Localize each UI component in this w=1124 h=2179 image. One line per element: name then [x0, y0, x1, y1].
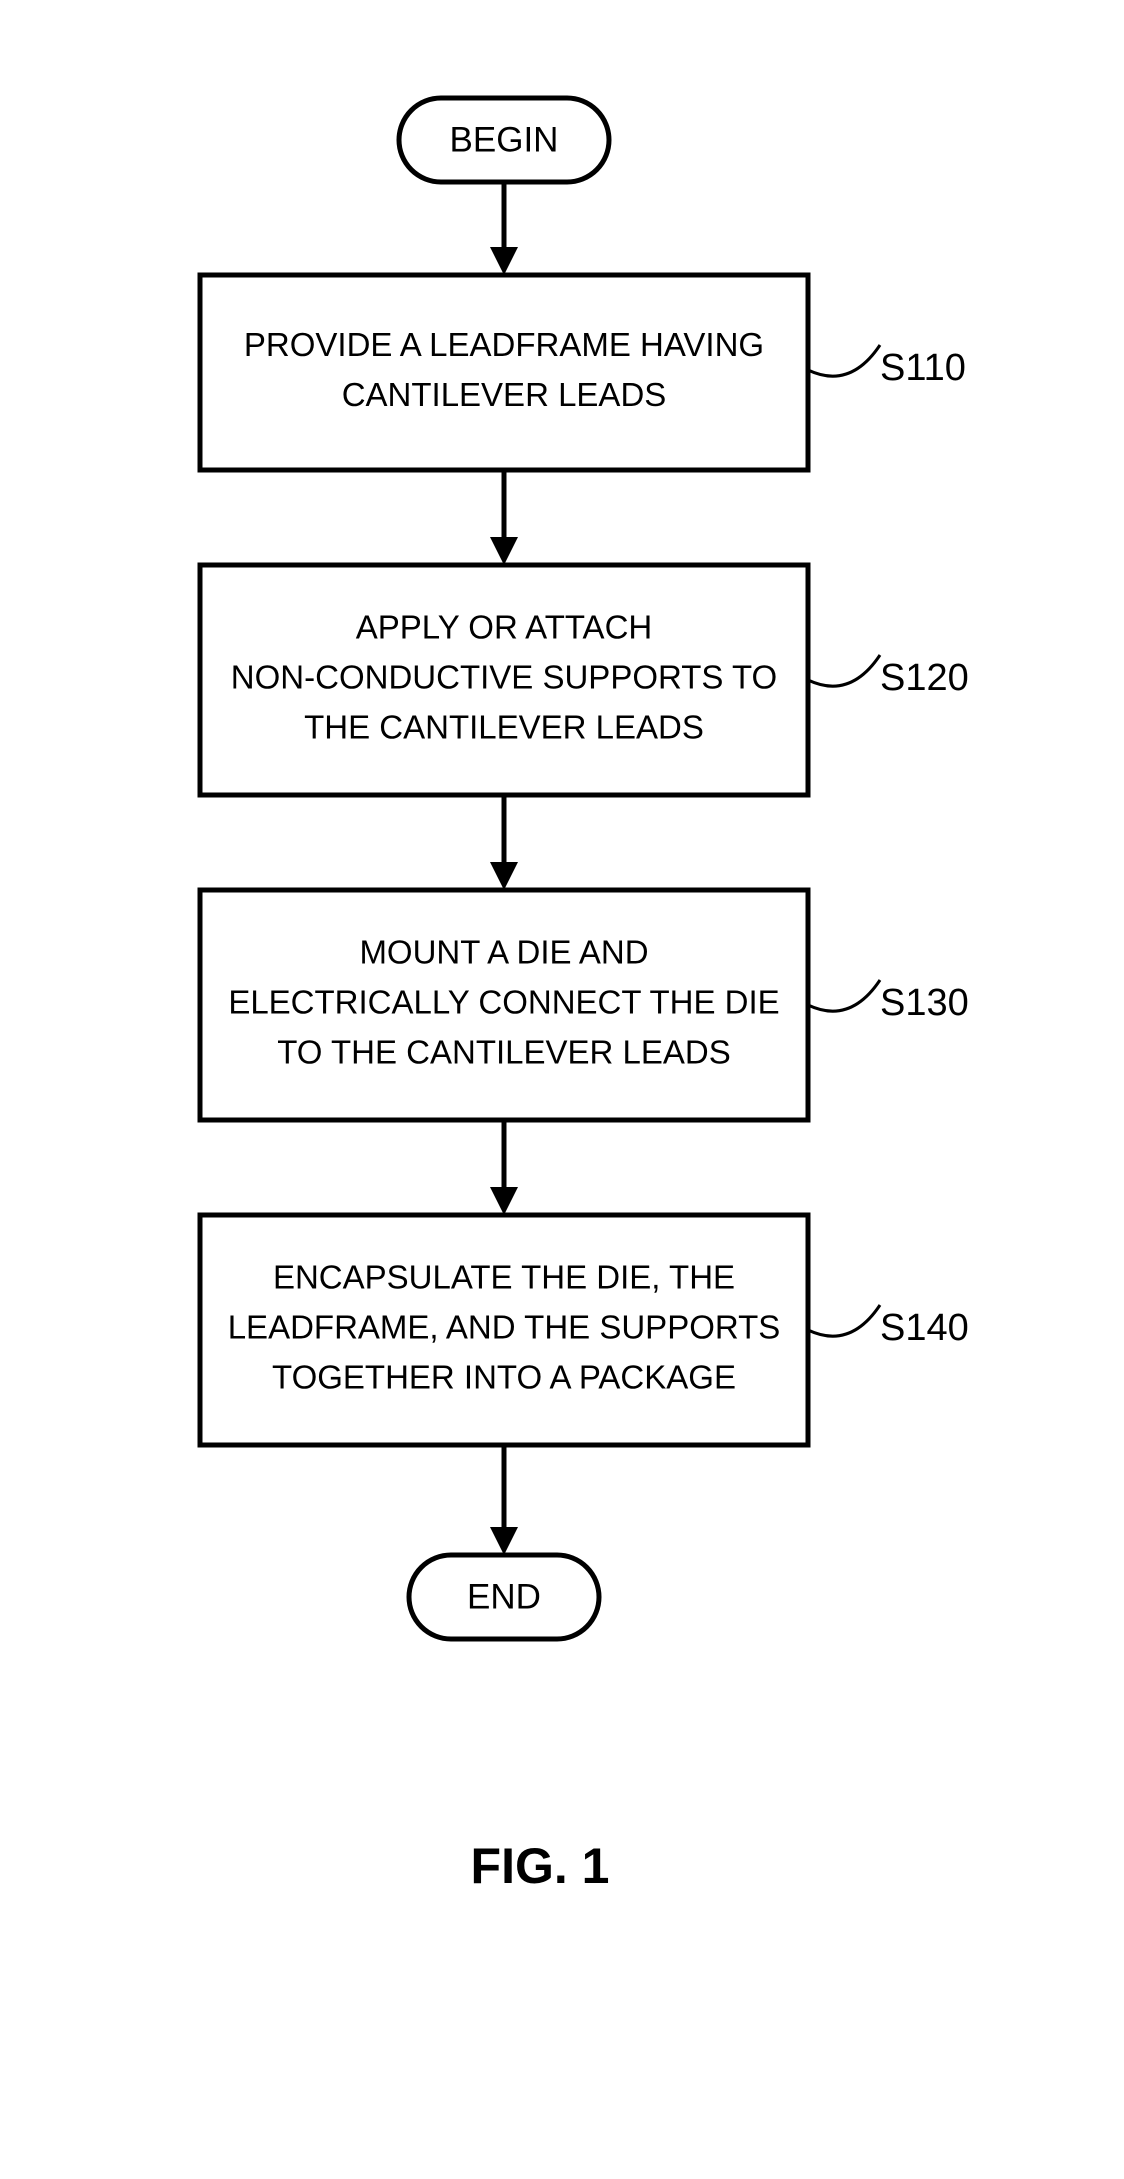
step-text-line: APPLY OR ATTACH: [356, 609, 652, 646]
step-text-line: LEADFRAME, AND THE SUPPORTS: [228, 1309, 781, 1346]
step-reference-label: S120: [880, 657, 969, 699]
step-reference-label: S140: [880, 1307, 969, 1349]
end-terminator-label: END: [467, 1577, 541, 1616]
step-text-line: TO THE CANTILEVER LEADS: [277, 1034, 731, 1071]
step-text-line: ENCAPSULATE THE DIE, THE: [273, 1259, 735, 1296]
begin-terminator-label: BEGIN: [450, 120, 559, 159]
flowchart-diagram: BEGIN END PROVIDE A LEADFRAME HAVING CANTIL…: [0, 0, 1124, 2179]
step-reference-label: S130: [880, 982, 969, 1024]
step-reference-label: S110: [880, 347, 966, 389]
step-text-line: MOUNT A DIE AND: [359, 934, 648, 971]
step-text-line: ELECTRICALLY CONNECT THE DIE: [228, 984, 779, 1021]
step-text-line: THE CANTILEVER LEADS: [304, 709, 704, 746]
step-text-line: CANTILEVER LEADS: [342, 376, 667, 413]
step-text-line: NON-CONDUCTIVE SUPPORTS TO: [231, 659, 777, 696]
step-text-line: PROVIDE A LEADFRAME HAVING: [244, 326, 764, 363]
step-text-line: TOGETHER INTO A PACKAGE: [272, 1359, 736, 1396]
figure-title: FIG. 1: [471, 1838, 610, 1894]
